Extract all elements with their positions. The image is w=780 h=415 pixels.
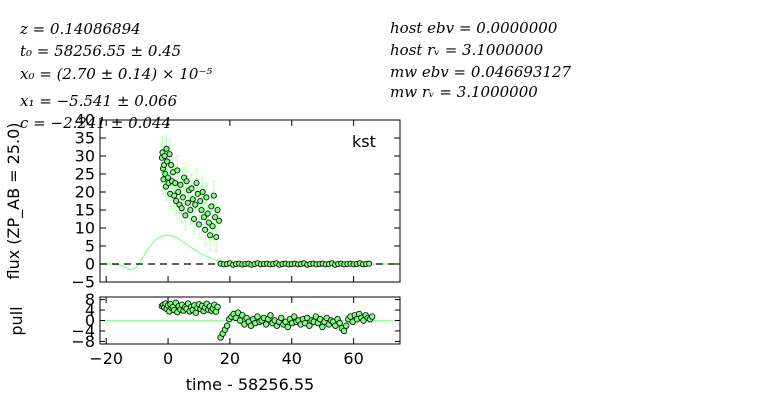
pull-point-86 (319, 323, 326, 331)
pull-point-38 (214, 303, 221, 311)
pull-ytick-label-4: 8 (85, 290, 95, 309)
param-t0: t₀ = 58256.55 ± 0.45 (20, 42, 181, 60)
flux-point-21 (175, 188, 182, 195)
pull-xtick-label-4: 60 (343, 349, 363, 368)
flux-point-35 (192, 201, 199, 208)
flux-point-44 (203, 194, 210, 201)
pull-point-73 (291, 313, 298, 320)
flux-ytick-label-5: 20 (75, 183, 95, 202)
flux-point-40 (198, 206, 205, 213)
pull-points (158, 299, 376, 341)
flux-point-54 (216, 217, 223, 224)
flux-ytick-label-1: 0 (85, 255, 95, 274)
flux-ytick-label-7: 30 (75, 147, 95, 166)
pull-point-94 (336, 319, 343, 327)
flux-point-32 (188, 185, 195, 192)
pull-ytick-label-2: 0 (85, 311, 95, 330)
param-x1: x₁ = −5.541 ± 0.066 (20, 92, 178, 110)
flux-point-42 (200, 214, 207, 221)
flux-point-17 (171, 192, 178, 199)
pull-xtick-label-0: −20 (89, 349, 123, 368)
flux-point-46 (205, 219, 212, 226)
flux-point-51 (212, 214, 219, 221)
flux-point-8 (163, 145, 170, 152)
flux-ylabel: flux (ZP_AB = 25.0) (4, 123, 24, 280)
legend-kst: kst (352, 132, 376, 151)
flux-ytick-label-4: 15 (75, 201, 95, 220)
flux-point-37 (194, 190, 201, 197)
flux-point-33 (189, 196, 196, 203)
pull-point-42 (223, 322, 231, 329)
pull-point-62 (267, 312, 274, 319)
flux-point-38 (195, 221, 202, 228)
pull-point-67 (278, 314, 285, 322)
flux-ytick-label-9: 40 (75, 111, 95, 130)
flux-ytick-label-6: 25 (75, 165, 95, 184)
flux-point-41 (199, 188, 206, 195)
flux-point-47 (207, 232, 214, 239)
pull-ytick-label-1: −4 (71, 321, 95, 340)
flux-point-34 (191, 215, 198, 222)
flux-point-36 (193, 179, 200, 186)
time-xlabel: time - 58256.55 (186, 375, 314, 394)
flux-point-12 (166, 151, 173, 158)
pull-xtick-label-1: 0 (163, 349, 173, 368)
pull-ytick-label-3: 4 (85, 301, 95, 320)
flux-point-29 (184, 199, 191, 206)
flux-point-48 (208, 203, 215, 210)
pull-point-48 (236, 317, 244, 324)
pull-point-97 (342, 322, 350, 329)
flux-point-18 (172, 179, 179, 186)
pull-point-109 (368, 313, 376, 320)
pull-point-60 (262, 321, 270, 328)
flux-point-20 (174, 167, 181, 174)
flux-ytick-label-2: 5 (85, 237, 95, 256)
flux-point-43 (202, 226, 209, 233)
pull-xtick-label-2: 20 (220, 349, 240, 368)
flux-point-23 (177, 181, 184, 188)
flux-point-25 (179, 194, 186, 201)
pull-point-70 (284, 323, 291, 331)
flux-points (158, 145, 373, 268)
flux-ytick-label-0: −5 (71, 273, 95, 292)
param-host-ebv: host ebv = 0.0000000 (390, 19, 558, 37)
param-x0: x₀ = (2.70 ± 0.14) × 10⁻⁵ (20, 65, 212, 83)
flux-point-14 (168, 161, 175, 168)
flux-point-19 (173, 197, 180, 204)
pull-point-96 (340, 327, 348, 335)
flux-point-52 (213, 233, 220, 240)
flux-point-39 (197, 197, 204, 204)
param-mw-ebv: mw ebv = 0.046693127 (390, 63, 572, 81)
flux-point-28 (183, 178, 190, 185)
flux-point-24 (178, 205, 185, 212)
param-c: c = −2.241 ± 0.044 (20, 114, 171, 132)
param-z: z = 0.14086894 (19, 20, 141, 38)
flux-point-50 (210, 192, 217, 199)
flux-point-31 (187, 206, 194, 213)
param-host-rv: host rᵥ = 3.1000000 (390, 41, 544, 59)
flux-point-9 (164, 158, 171, 165)
param-mw-rv: mw rᵥ = 3.1000000 (390, 83, 538, 101)
flux-point-49 (209, 223, 216, 230)
flux-point-27 (182, 212, 189, 219)
flux-point-53 (214, 206, 221, 213)
pull-point-80 (306, 322, 313, 329)
pull-ytick-label-0: −8 (71, 332, 95, 351)
flux-point-103 (366, 260, 373, 267)
pull-xticks: −20 0 20 40 60 (89, 297, 364, 368)
pull-point-56 (254, 313, 261, 320)
flux-point-45 (204, 210, 211, 217)
flux-ytick-label-8: 35 (75, 129, 95, 148)
flux-ytick-label-3: 10 (75, 219, 95, 238)
pull-ylabel: pull (7, 306, 26, 335)
flux-point-5 (161, 152, 168, 159)
pull-xtick-label-3: 40 (282, 349, 302, 368)
flux-frame (99, 119, 401, 283)
